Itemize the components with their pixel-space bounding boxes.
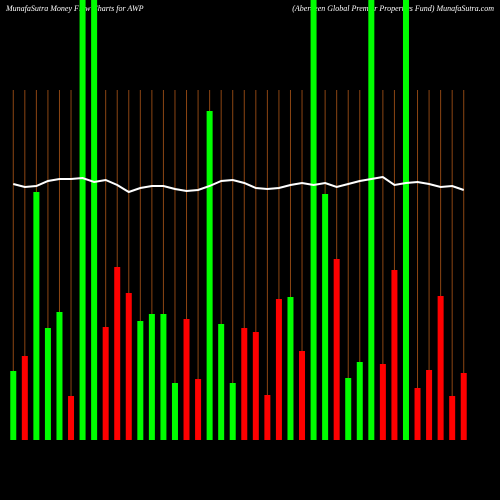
bar — [218, 324, 225, 440]
bar — [426, 370, 433, 440]
bar — [79, 0, 86, 440]
bar — [195, 379, 202, 440]
bar — [264, 395, 271, 440]
bar — [21, 356, 28, 440]
bar — [56, 312, 63, 440]
bar — [33, 192, 40, 440]
chart-subtitle: (Aberdeen Global Premier Properties Fund… — [292, 4, 494, 13]
bar — [414, 388, 421, 440]
bar — [310, 0, 317, 440]
bar — [299, 351, 306, 440]
bar — [368, 0, 375, 440]
bar — [356, 362, 363, 440]
bar — [148, 314, 155, 440]
bar — [137, 321, 144, 440]
bar — [102, 327, 109, 440]
bar — [44, 328, 51, 440]
bar — [114, 267, 121, 440]
bar — [287, 297, 294, 440]
bar — [252, 332, 259, 440]
bar — [449, 396, 456, 440]
bar — [229, 383, 236, 440]
chart-title: MunafaSutra Money Flow Charts for AWP — [5, 4, 144, 13]
bar — [275, 299, 282, 440]
bar — [91, 0, 98, 440]
bar — [379, 364, 386, 440]
bar — [171, 383, 178, 440]
bar — [125, 293, 132, 440]
bar — [160, 314, 167, 440]
bar — [322, 194, 329, 440]
bar — [460, 373, 467, 440]
bar — [206, 111, 213, 440]
bar — [437, 296, 444, 440]
bar — [345, 378, 352, 440]
flow-line — [13, 175, 465, 194]
bar — [68, 396, 75, 440]
bar — [183, 319, 190, 440]
bar — [333, 259, 340, 440]
bar — [241, 328, 248, 440]
bar — [402, 0, 409, 440]
bar — [391, 270, 398, 440]
bar — [10, 371, 17, 440]
